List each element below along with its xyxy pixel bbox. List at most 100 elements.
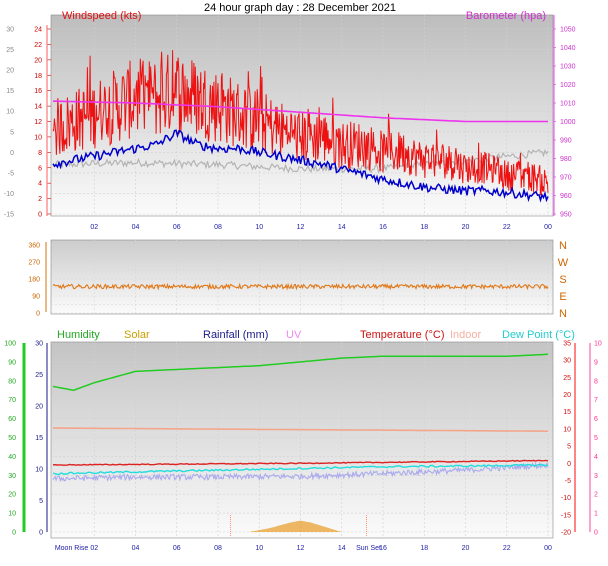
panel-temperature-plot [50, 341, 554, 539]
tick-label-left-inner: 2 [38, 196, 42, 203]
tick-label-x: 14 [338, 224, 346, 231]
tick-label-left-outer: 15 [6, 88, 14, 95]
tick-label-x: Moon Rise [55, 545, 89, 552]
series-temperature-line [52, 459, 549, 466]
tick-label-x: 02 [90, 224, 98, 231]
tick-label-right: 990 [560, 138, 572, 145]
tick-label-left-inner: 14 [34, 104, 42, 111]
series-lavender-line [52, 461, 549, 483]
tick-label-left-inner: 6 [38, 165, 42, 172]
tick-label-x: 22 [503, 224, 511, 231]
tick-label-humidity: 70 [8, 397, 16, 404]
series-windspeed-line [52, 50, 549, 196]
tick-label-uv: 0 [594, 530, 598, 537]
tick-label-right: 950 [560, 212, 572, 219]
tick-label-temperature: 30 [563, 358, 571, 365]
series-humidity-line [52, 353, 549, 392]
tick-label-x: 20 [462, 545, 470, 552]
compass-label: S [559, 274, 566, 286]
tick-label-x: 12 [297, 224, 305, 231]
legend-rainfall: Rainfall (mm) [203, 329, 268, 341]
tick-label-uv: 8 [594, 378, 598, 385]
tick-label-rain: 0 [39, 530, 43, 537]
tick-label-left-outer: -10 [4, 191, 14, 198]
tick-label-direction: 90 [32, 294, 40, 301]
legend-humidity: Humidity [57, 329, 100, 341]
tick-label-temperature: 35 [563, 341, 571, 348]
tick-label-left-outer: -15 [4, 212, 14, 219]
tick-label-humidity: 60 [8, 416, 16, 423]
series-barometer-line [53, 100, 548, 123]
data-series [52, 50, 549, 537]
tick-label-x: 08 [214, 224, 222, 231]
legend-temperature: Temperature (°C) [360, 329, 444, 341]
tick-label-temperature: 20 [563, 392, 571, 399]
tick-label-humidity: 20 [8, 492, 16, 499]
tick-label-x: 00 [544, 545, 552, 552]
legend-uv: UV [286, 329, 302, 341]
tick-label-x: 06 [173, 545, 181, 552]
compass-label: N [559, 240, 567, 252]
tick-label-left-inner: 20 [34, 57, 42, 64]
tick-label-x: 10 [255, 545, 263, 552]
tick-label-left-outer: 20 [6, 68, 14, 75]
tick-label-direction: 180 [28, 277, 40, 284]
tick-label-temperature: 5 [567, 444, 571, 451]
tick-label-right: 1030 [560, 64, 576, 71]
tick-label-left-inner: 10 [34, 134, 42, 141]
tick-label-x: 02 [90, 545, 98, 552]
tick-label-x: 16 [379, 224, 387, 231]
tick-label-left-outer: -5 [8, 170, 14, 177]
tick-label-x: 14 [338, 545, 346, 552]
legend-barometer: Barometer (hpa) [466, 10, 546, 22]
tick-label-direction: 270 [28, 260, 40, 267]
tick-label-rain: 15 [35, 435, 43, 442]
tick-label-x: 04 [132, 224, 140, 231]
series-indoor-line [53, 427, 548, 433]
tick-label-temperature: -15 [561, 512, 571, 519]
tick-label-x: Sun Set [356, 545, 381, 552]
tick-label-x: 16 [379, 545, 387, 552]
tick-label-left-outer: 0 [10, 150, 14, 157]
series-solar-area [248, 520, 342, 532]
tick-label-right: 1000 [560, 119, 576, 126]
tick-label-rain: 20 [35, 404, 43, 411]
tick-label-left-inner: 8 [38, 150, 42, 157]
tick-label-left-outer: 25 [6, 47, 14, 54]
tick-label-left-outer: 10 [6, 109, 14, 116]
tick-label-uv: 9 [594, 359, 598, 366]
series-dew-point-line [52, 463, 549, 475]
tick-label-direction: 0 [36, 311, 40, 318]
tick-label-right: 1040 [560, 45, 576, 52]
tick-label-humidity: 40 [8, 454, 16, 461]
series-average-line [52, 129, 549, 203]
tick-label-x: 12 [297, 545, 305, 552]
legend-solar: Solar [124, 329, 150, 341]
tick-label-x: 04 [132, 545, 140, 552]
tick-label-left-inner: 24 [34, 27, 42, 34]
tick-label-left-inner: 4 [38, 181, 42, 188]
tick-label-humidity: 90 [8, 359, 16, 366]
tick-label-temperature: 25 [563, 375, 571, 382]
tick-label-x: 00 [544, 224, 552, 231]
tick-label-uv: 1 [594, 511, 598, 518]
tick-label-uv: 4 [594, 454, 598, 461]
tick-label-uv: 10 [594, 341, 602, 348]
tick-label-x: 18 [420, 224, 428, 231]
tick-label-uv: 2 [594, 492, 598, 499]
tick-label-x: 22 [503, 545, 511, 552]
tick-label-uv: 5 [594, 435, 598, 442]
tick-label-rain: 10 [35, 467, 43, 474]
tick-label-right: 1050 [560, 27, 576, 34]
tick-label-left-outer: 5 [10, 129, 14, 136]
tick-label-uv: 7 [594, 397, 598, 404]
tick-label-right: 980 [560, 156, 572, 163]
tick-label-humidity: 0 [12, 530, 16, 537]
tick-label-temperature: 10 [563, 426, 571, 433]
tick-label-x: 18 [420, 545, 428, 552]
tick-label-right: 1020 [560, 82, 576, 89]
tick-label-left-inner: 18 [34, 73, 42, 80]
tick-label-x: 10 [255, 224, 263, 231]
tick-label-right: 960 [560, 193, 572, 200]
tick-label-uv: 3 [594, 473, 598, 480]
